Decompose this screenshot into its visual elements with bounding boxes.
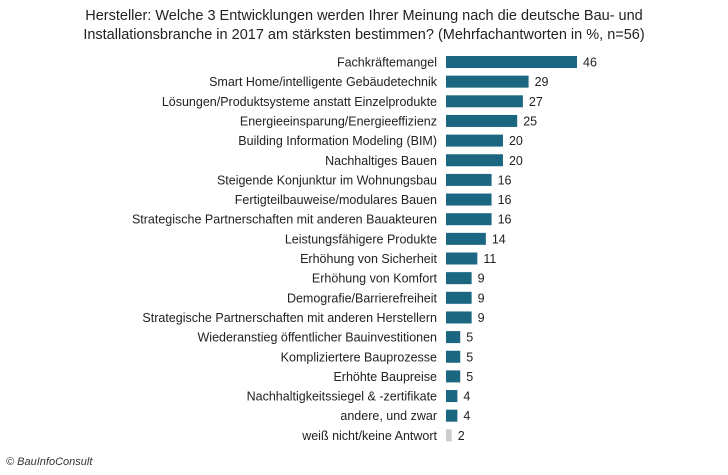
category-label: Strategische Partnerschaften mit anderen…	[142, 311, 437, 325]
data-label: 14	[492, 232, 506, 246]
bar	[446, 311, 472, 324]
category-label: Kompliziertere Bauprozesse	[281, 350, 437, 364]
bar	[446, 193, 492, 206]
data-label: 16	[498, 173, 512, 187]
category-label: Leistungsfähigere Produkte	[285, 232, 437, 246]
bar	[446, 272, 472, 285]
data-label: 29	[535, 75, 549, 89]
chart-title: Hersteller: Welche 3 Entwicklungen werde…	[0, 7, 728, 45]
category-label: weiß nicht/keine Antwort	[301, 429, 437, 443]
data-label: 27	[529, 95, 543, 109]
bar	[446, 173, 492, 186]
bar	[446, 213, 492, 226]
data-label: 16	[498, 213, 512, 227]
bar	[446, 75, 529, 88]
category-label: Fachkräftemangel	[337, 56, 437, 70]
data-label: 4	[463, 409, 470, 423]
title-line-1: Hersteller: Welche 3 Entwicklungen werde…	[85, 8, 643, 24]
category-label: Nachhaltiges Bauen	[325, 154, 437, 168]
data-label: 16	[498, 193, 512, 207]
data-label: 5	[466, 350, 473, 364]
category-label: Wiederanstieg öffentlicher Bauinvestitio…	[198, 331, 438, 345]
data-label: 2	[458, 429, 465, 443]
data-label: 11	[483, 252, 496, 266]
bar	[446, 154, 503, 167]
data-label: 46	[583, 56, 597, 70]
bar	[446, 95, 523, 108]
category-label: Erhöhte Baupreise	[333, 370, 437, 384]
data-label: 20	[509, 134, 523, 148]
category-label: Energieeinsparung/Energieeffizienz	[240, 114, 437, 128]
category-label: Erhöhung von Sicherheit	[300, 252, 437, 266]
data-label: 5	[466, 331, 473, 345]
category-label: Steigende Konjunktur im Wohnungsbau	[217, 173, 437, 187]
category-label: Demografie/Barrierefreiheit	[287, 291, 438, 305]
category-label: Lösungen/Produktsysteme anstatt Einzelpr…	[162, 95, 437, 109]
data-label: 20	[509, 154, 523, 168]
bar	[446, 429, 452, 442]
data-label: 9	[478, 311, 485, 325]
data-label: 9	[478, 291, 485, 305]
category-label: Strategische Partnerschaften mit anderen…	[132, 213, 437, 227]
data-label: 9	[478, 272, 485, 286]
copyright-notice: © BauInfoConsult	[6, 456, 93, 468]
title-line-2: Installationsbranche in 2017 am stärkste…	[83, 27, 645, 43]
category-label: Erhöhung von Komfort	[312, 272, 438, 286]
bar	[446, 350, 461, 363]
category-label: Fertigteilbauweise/modulares Bauen	[235, 193, 437, 207]
bar	[446, 331, 461, 344]
data-label: 25	[523, 114, 537, 128]
bar	[446, 409, 458, 422]
category-label: Smart Home/intelligente Gebäudetechnik	[209, 75, 438, 89]
bar	[446, 252, 478, 265]
data-label: 4	[463, 390, 470, 404]
data-label: 5	[466, 370, 473, 384]
category-label: andere, und zwar	[340, 409, 437, 423]
bar	[446, 291, 472, 304]
bar	[446, 232, 486, 245]
bar	[446, 56, 577, 68]
category-label: Nachhaltigkeitssiegel & -zertifikate	[247, 390, 437, 404]
bar	[446, 390, 458, 403]
category-label: Building Information Modeling (BIM)	[238, 134, 437, 148]
bar	[446, 134, 503, 147]
bar	[446, 114, 518, 127]
bar	[446, 370, 461, 383]
